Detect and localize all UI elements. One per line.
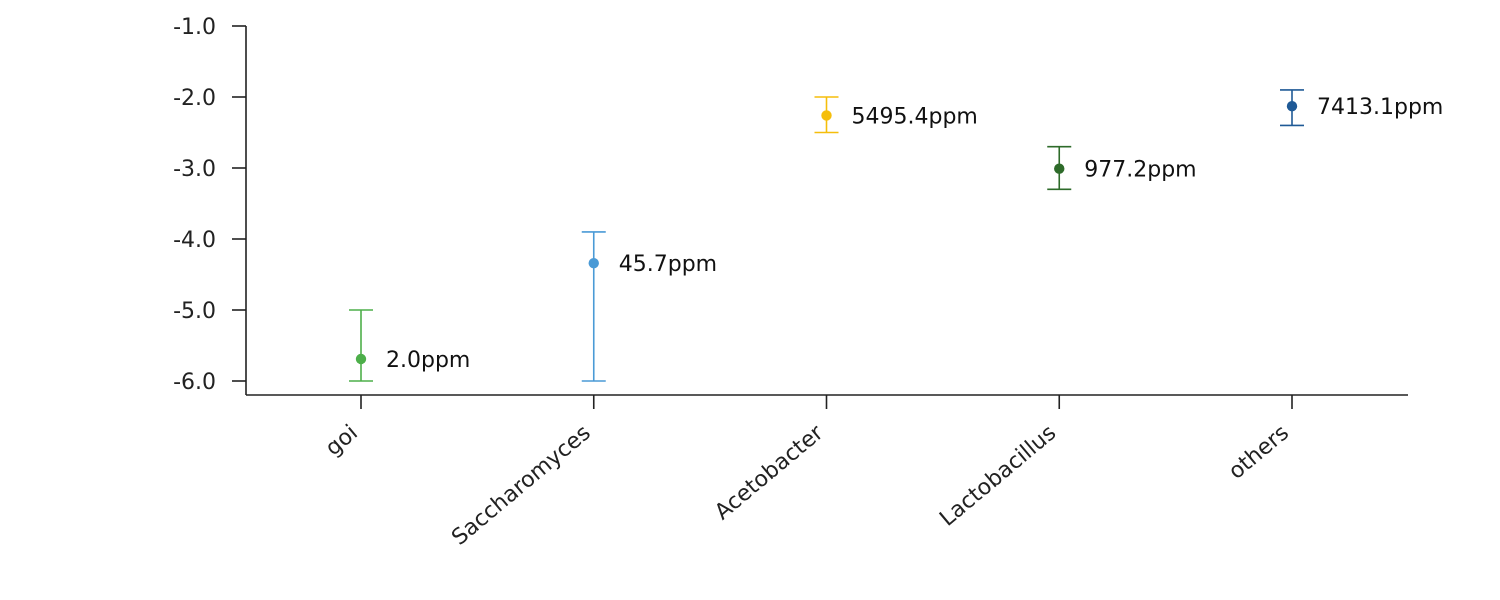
data-point-group: 977.2ppm	[1047, 145, 1197, 191]
data-point	[588, 257, 599, 269]
y-tick-label: -3.0	[173, 157, 216, 182]
data-point	[355, 353, 367, 365]
x-tick-label: Saccharomyces	[447, 420, 595, 550]
y-tick-label: -6.0	[173, 370, 216, 395]
data-point-group: 5495.4ppm	[814, 96, 978, 134]
y-axis: -1.0 -2.0 -3.0 -4.0 -5.0 -6.0	[173, 15, 247, 395]
data-point-group: 2.0ppm	[349, 309, 470, 382]
data-label: 7413.1ppm	[1317, 95, 1443, 120]
data-label: 5495.4ppm	[852, 104, 978, 129]
x-tick-label: Acetobacter	[710, 420, 829, 525]
y-tick-label: -4.0	[173, 228, 216, 253]
x-tick-label: others	[1224, 420, 1294, 484]
data-point	[1054, 163, 1065, 174]
data-point	[1286, 101, 1298, 112]
data-label: 977.2ppm	[1084, 158, 1196, 183]
plot-area: 2.0ppm 45.7ppm 5495.4ppm 977.2ppm 7413.1ppm	[349, 89, 1443, 382]
x-tick-label: Lactobacillus	[935, 420, 1061, 531]
y-tick-label: -2.0	[173, 86, 216, 111]
data-label: 2.0ppm	[386, 348, 470, 373]
data-point-group: 45.7ppm	[581, 231, 717, 382]
y-tick-label: -1.0	[173, 15, 216, 40]
x-axis: goi Saccharomyces Acetobacter Lactobacillus…	[246, 394, 1408, 551]
y-tick-label: -5.0	[173, 299, 216, 324]
data-label: 45.7ppm	[619, 252, 717, 277]
data-point	[821, 110, 832, 121]
x-tick-label: goi	[321, 420, 363, 461]
data-point-group: 7413.1ppm	[1280, 89, 1443, 127]
